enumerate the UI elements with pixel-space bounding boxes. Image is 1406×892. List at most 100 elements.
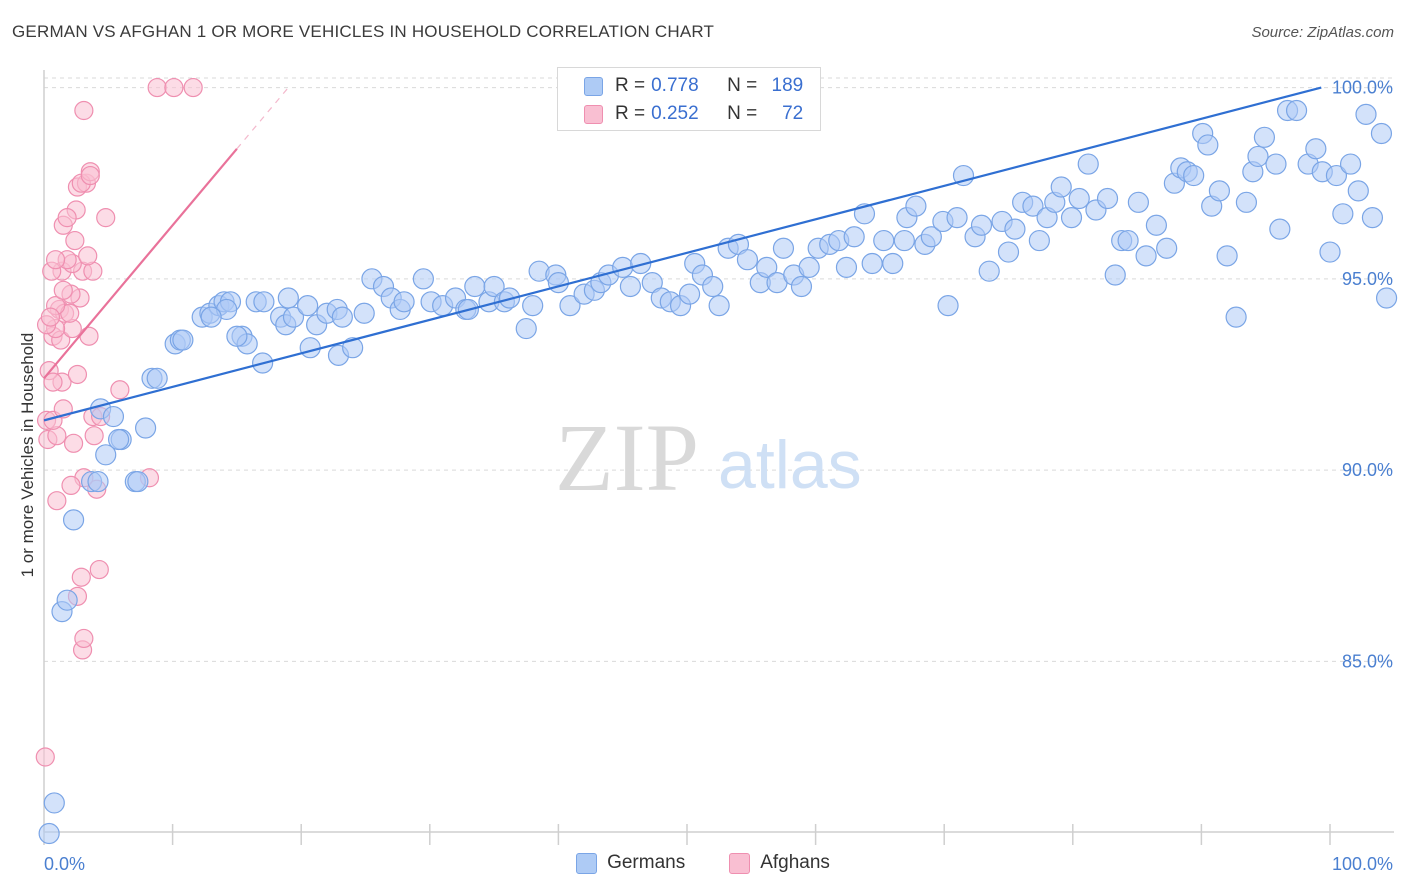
data-point xyxy=(756,256,778,278)
data-point xyxy=(630,252,652,275)
data-point xyxy=(1325,164,1348,187)
y-tick-label: 100.0% xyxy=(1332,78,1393,98)
data-point xyxy=(1265,153,1287,175)
legend-label-germans: Germans xyxy=(607,852,686,873)
data-point xyxy=(38,822,60,845)
chart-title: GERMAN VS AFGHAN 1 OR MORE VEHICLES IN H… xyxy=(12,22,715,41)
data-point xyxy=(522,295,544,317)
data-point xyxy=(45,250,66,270)
data-point xyxy=(65,230,85,251)
data-point xyxy=(1135,245,1157,267)
r-label: R = xyxy=(615,103,646,124)
data-point xyxy=(35,747,55,767)
data-point xyxy=(678,283,701,305)
data-point xyxy=(110,380,130,400)
data-point xyxy=(861,252,883,275)
data-point xyxy=(464,275,486,298)
data-point xyxy=(393,291,415,313)
legend-label-afghans: Afghans xyxy=(760,852,830,873)
data-point xyxy=(342,337,364,359)
afghans-swatch xyxy=(729,852,751,874)
data-point xyxy=(84,426,104,446)
data-point xyxy=(1096,187,1119,210)
data-point xyxy=(71,567,91,587)
data-point xyxy=(1050,176,1072,198)
data-point xyxy=(515,317,537,340)
data-point xyxy=(1183,164,1205,187)
data-point xyxy=(937,295,959,317)
data-point xyxy=(78,246,98,266)
data-point xyxy=(79,326,99,346)
tick-labels: 100.0% 95.0% 90.0% 85.0% 0.0% 100.0% xyxy=(44,78,1393,874)
data-point xyxy=(547,272,570,294)
data-point xyxy=(61,475,81,496)
data-point xyxy=(1145,214,1167,236)
data-point xyxy=(1104,264,1126,286)
data-point xyxy=(1269,218,1291,240)
axes xyxy=(43,70,1394,845)
afghans-swatch xyxy=(584,104,603,124)
data-point xyxy=(226,325,248,347)
n-label: N = xyxy=(727,75,758,96)
data-point xyxy=(1247,145,1269,168)
germans-trend-line xyxy=(43,86,1322,422)
data-point xyxy=(107,428,130,451)
legend-item-afghans[interactable]: Afghans xyxy=(729,852,830,874)
r-value: 0.252 xyxy=(651,103,699,124)
data-point xyxy=(353,302,375,324)
data-point xyxy=(147,77,167,98)
data-point xyxy=(1319,241,1341,263)
data-point xyxy=(299,337,321,359)
data-point xyxy=(127,470,149,493)
data-point xyxy=(277,287,299,309)
r-label: R = xyxy=(615,75,646,96)
legend-item-germans[interactable]: Germans xyxy=(576,852,685,874)
data-point xyxy=(74,100,94,121)
data-point xyxy=(1127,191,1149,213)
data-point xyxy=(1305,138,1327,160)
data-point xyxy=(1347,180,1369,202)
data-point xyxy=(63,433,84,453)
data-point xyxy=(1028,229,1050,252)
legend-row-afghans: R = 0.252 N = 72 xyxy=(584,101,803,127)
data-point xyxy=(253,291,275,313)
data-point xyxy=(1208,180,1231,202)
data-point xyxy=(559,295,581,317)
stats-legend: R = 0.778 N = 189 R = 0.252 N = 72 xyxy=(557,67,821,131)
german-series xyxy=(38,99,1398,845)
data-point xyxy=(708,295,730,317)
data-point xyxy=(74,628,94,649)
data-point xyxy=(134,417,157,439)
data-point xyxy=(790,275,813,298)
r-value: 0.778 xyxy=(651,75,699,96)
watermark: ZIP atlas xyxy=(555,404,862,511)
data-point xyxy=(172,329,194,351)
data-point xyxy=(946,207,968,229)
data-point xyxy=(164,77,184,98)
data-point xyxy=(1370,122,1393,145)
data-point xyxy=(1375,287,1398,309)
data-point xyxy=(43,792,65,814)
trend-lines xyxy=(43,86,1322,422)
data-point xyxy=(80,165,100,186)
data-point xyxy=(87,470,109,493)
data-point xyxy=(1197,134,1219,156)
data-point xyxy=(412,268,434,290)
data-point xyxy=(47,491,67,511)
x-tick-label: 0.0% xyxy=(44,854,85,874)
data-point xyxy=(43,372,63,392)
data-point xyxy=(1253,126,1276,148)
data-point xyxy=(893,229,915,252)
data-point xyxy=(67,364,88,385)
data-point xyxy=(1339,153,1362,175)
data-point xyxy=(978,260,1000,282)
data-point xyxy=(53,280,73,300)
afghan-series xyxy=(35,77,203,767)
y-tick-label: 90.0% xyxy=(1342,460,1393,480)
data-point xyxy=(331,306,353,328)
data-point xyxy=(835,256,858,278)
data-point xyxy=(1068,187,1090,210)
series-legend: Germans Afghans xyxy=(0,852,1406,874)
data-point xyxy=(1285,99,1308,122)
